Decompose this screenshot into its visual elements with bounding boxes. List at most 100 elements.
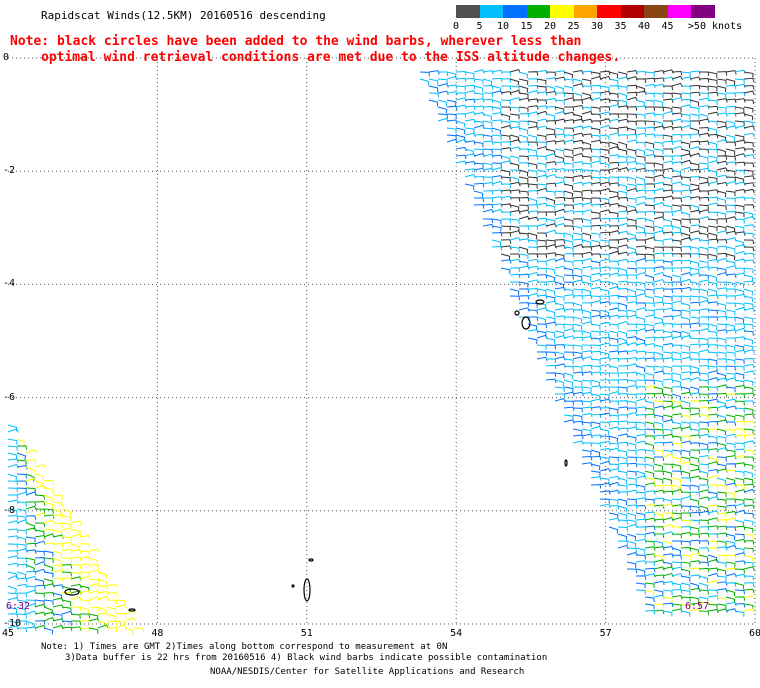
wind-barb <box>743 295 754 303</box>
wind-barb <box>689 218 701 224</box>
wind-barb <box>635 225 646 233</box>
wind-barb <box>500 211 512 217</box>
wind-barb <box>16 606 27 614</box>
wind-barb <box>500 245 512 250</box>
wind-barb <box>653 414 664 421</box>
wind-barb <box>25 522 36 530</box>
wind-barb <box>653 434 665 440</box>
wind-barb <box>52 584 64 589</box>
wind-barb <box>698 510 710 516</box>
wind-barb <box>70 613 81 619</box>
wind-barb <box>626 477 637 484</box>
wind-barb <box>743 259 755 264</box>
wind-barb <box>545 316 556 323</box>
wind-barb <box>734 258 746 263</box>
wind-barb <box>518 273 530 279</box>
wind-barb <box>698 71 710 77</box>
wind-barb <box>707 133 719 139</box>
wind-barb <box>43 494 53 503</box>
map-title: Rapidscat Winds(12.5KM) 20160516 descend… <box>41 9 326 22</box>
wind-barb <box>25 515 37 520</box>
wind-barb <box>599 244 611 250</box>
wind-barb <box>671 314 683 319</box>
wind-barb <box>581 96 593 102</box>
wind-barb <box>671 323 683 329</box>
wind-barb <box>545 364 557 370</box>
wind-barb <box>662 335 674 341</box>
wind-barb <box>689 253 701 258</box>
wind-barb <box>608 323 619 329</box>
wind-barb <box>662 351 673 358</box>
wind-barb <box>743 316 754 323</box>
wind-barb <box>79 543 91 548</box>
wind-barb <box>626 523 638 529</box>
wind-barb <box>16 599 27 606</box>
wind-barb <box>743 169 754 176</box>
wind-barb <box>626 421 637 427</box>
wind-barb <box>617 190 628 197</box>
wind-barb <box>698 421 709 427</box>
wind-barb <box>743 526 754 533</box>
wind-barb <box>545 337 556 345</box>
wind-barb <box>34 501 46 506</box>
wind-barb <box>626 498 637 504</box>
latitude-tick-label: -2 <box>3 165 16 177</box>
wind-barb <box>599 148 610 155</box>
wind-barb <box>617 406 629 411</box>
wind-barb <box>689 552 701 558</box>
wind-barb <box>554 286 566 292</box>
wind-barb <box>653 477 664 484</box>
wind-barb <box>644 573 656 578</box>
wind-barb <box>743 392 755 398</box>
wind-barb <box>644 336 656 342</box>
wind-barb <box>707 288 718 296</box>
wind-barb <box>554 196 566 202</box>
wind-barb <box>671 358 683 364</box>
wind-barb <box>554 344 566 349</box>
wind-barb <box>626 96 638 102</box>
wind-barb <box>653 201 665 207</box>
wind-barb <box>716 561 727 568</box>
wind-barb <box>536 196 548 202</box>
wind-barb <box>545 85 556 93</box>
wind-barb <box>689 587 701 593</box>
wind-barb <box>716 365 727 371</box>
wind-barb <box>644 517 656 523</box>
wind-barb <box>500 125 512 130</box>
wind-barb <box>464 111 476 116</box>
wind-barb <box>689 421 700 428</box>
wind-barb <box>653 271 665 277</box>
wind-barb <box>716 225 727 232</box>
wind-barb <box>590 253 602 259</box>
wind-barb <box>734 181 746 187</box>
wind-barb <box>707 111 719 117</box>
wind-barb <box>644 421 655 428</box>
wind-barb <box>743 407 754 414</box>
wind-barb <box>608 250 620 256</box>
wind-barb <box>734 91 746 97</box>
wind-barb <box>527 216 539 222</box>
wind-barb <box>743 554 754 562</box>
wind-barb <box>644 176 655 182</box>
wind-barb <box>563 246 574 253</box>
wind-barb <box>608 442 619 448</box>
wind-barb <box>716 435 727 442</box>
wind-barb <box>16 487 27 493</box>
wind-barb <box>599 363 611 369</box>
colorbar-label: 5 <box>476 21 483 32</box>
wind-barb <box>527 246 538 252</box>
wind-barb <box>545 152 557 158</box>
wind-barb <box>725 84 737 90</box>
wind-barb <box>608 230 620 235</box>
wind-barb <box>725 405 737 411</box>
wind-barb <box>482 181 494 187</box>
wind-barb <box>743 512 754 518</box>
wind-barb <box>563 391 575 397</box>
wind-barb <box>698 295 709 303</box>
wind-barb <box>698 532 710 538</box>
wind-barb <box>473 69 485 74</box>
wind-barb <box>734 161 746 167</box>
wind-barb <box>662 176 673 183</box>
wind-barb <box>725 265 737 270</box>
wind-barb <box>653 169 665 175</box>
